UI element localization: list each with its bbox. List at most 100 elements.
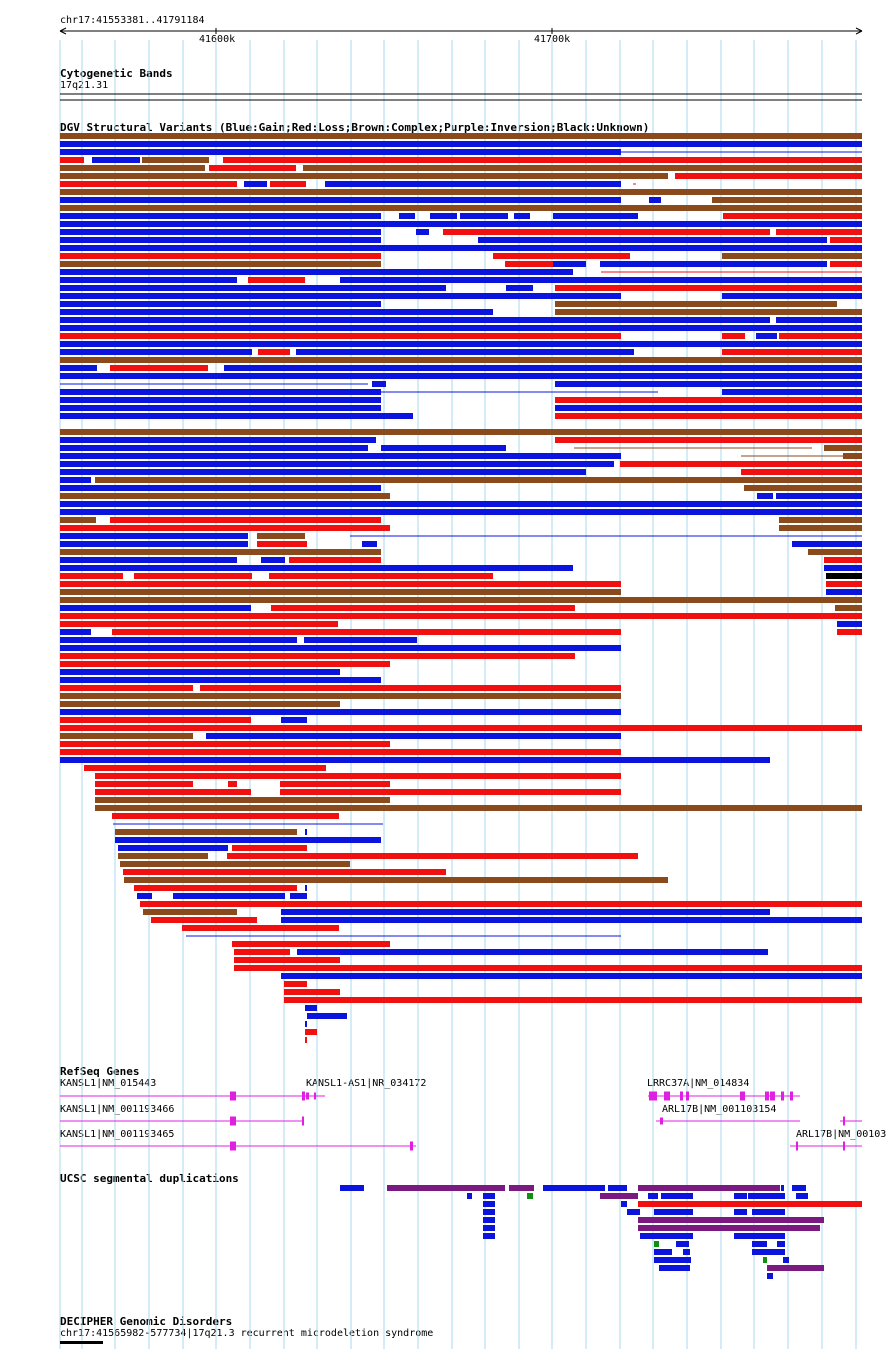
gene-exon[interactable] bbox=[302, 1116, 304, 1126]
dgv-variant-gain[interactable] bbox=[381, 445, 506, 451]
dgv-variant-loss[interactable] bbox=[200, 685, 621, 691]
gene-exon[interactable] bbox=[781, 1091, 784, 1101]
dgv-variant-gain[interactable] bbox=[60, 197, 621, 203]
gene-exon[interactable] bbox=[843, 1116, 845, 1126]
dgv-variant-gain[interactable] bbox=[92, 157, 140, 163]
dgv-variant-complex[interactable] bbox=[143, 909, 237, 915]
dgv-variant-complex[interactable] bbox=[60, 693, 621, 699]
dgv-variant-loss[interactable] bbox=[270, 181, 306, 187]
dgv-variant-gain[interactable] bbox=[60, 445, 368, 451]
dgv-variant-gain[interactable] bbox=[600, 261, 827, 267]
segdup-feature[interactable] bbox=[638, 1217, 824, 1223]
dgv-variant-gain[interactable] bbox=[173, 893, 285, 899]
dgv-variant-gain[interactable] bbox=[290, 893, 307, 899]
cytoband-track-title[interactable]: Cytogenetic Bands bbox=[60, 67, 173, 80]
dgv-variant-complex[interactable] bbox=[555, 309, 862, 315]
dgv-variant-loss[interactable] bbox=[60, 573, 123, 579]
dgv-variant-gain[interactable] bbox=[824, 565, 862, 571]
dgv-variant-gain[interactable] bbox=[60, 149, 621, 155]
segdup-feature[interactable] bbox=[467, 1193, 472, 1199]
dgv-variant-gain[interactable] bbox=[649, 197, 661, 203]
refseq-track-title[interactable]: RefSeq Genes bbox=[60, 1065, 140, 1078]
dgv-variant-loss[interactable] bbox=[123, 869, 446, 875]
dgv-variant-loss[interactable] bbox=[60, 613, 862, 619]
dgv-variant-gain[interactable] bbox=[60, 669, 340, 675]
dgv-variant-gain[interactable] bbox=[60, 237, 381, 243]
dgv-variant-gain[interactable] bbox=[60, 645, 621, 651]
segdup-feature[interactable] bbox=[600, 1193, 638, 1199]
dgv-variant-loss[interactable] bbox=[271, 605, 575, 611]
dgv-variant-gain[interactable] bbox=[372, 381, 386, 387]
dgv-variant-loss[interactable] bbox=[60, 525, 390, 531]
dgv-variant-complex[interactable] bbox=[722, 253, 862, 259]
dgv-variant-gain[interactable] bbox=[60, 277, 237, 283]
dgv-variant-loss[interactable] bbox=[84, 765, 326, 771]
dgv-variant-loss[interactable] bbox=[232, 845, 307, 851]
dgv-variant-gain[interactable] bbox=[60, 461, 614, 467]
dgv-variant-gain[interactable] bbox=[722, 389, 862, 395]
dgv-variant-loss[interactable] bbox=[60, 621, 338, 627]
dgv-variant-loss[interactable] bbox=[60, 181, 237, 187]
dgv-variant-gain[interactable] bbox=[224, 365, 862, 371]
dgv-variant-gain[interactable] bbox=[60, 557, 237, 563]
dgv-variant-gain[interactable] bbox=[281, 917, 862, 923]
segdup-feature[interactable] bbox=[638, 1185, 780, 1191]
dgv-variant-loss[interactable] bbox=[140, 901, 862, 907]
dgv-variant-gain[interactable] bbox=[137, 893, 152, 899]
dgv-variant-loss[interactable] bbox=[209, 165, 296, 171]
dgv-variant-loss[interactable] bbox=[110, 365, 208, 371]
gene-exon[interactable] bbox=[314, 1092, 316, 1100]
dgv-variant-gain[interactable] bbox=[115, 837, 381, 843]
segdup-feature[interactable] bbox=[748, 1193, 785, 1199]
dgv-variant-gain[interactable] bbox=[297, 949, 768, 955]
dgv-variant-complex[interactable] bbox=[303, 165, 862, 171]
dgv-variant-gain[interactable] bbox=[776, 317, 862, 323]
dgv-variant-loss[interactable] bbox=[234, 957, 340, 963]
dgv-variant-loss[interactable] bbox=[830, 261, 862, 267]
dgv-variant-complex[interactable] bbox=[118, 853, 208, 859]
dgv-variant-gain[interactable] bbox=[340, 277, 862, 283]
dgv-variant-complex[interactable] bbox=[779, 517, 862, 523]
dgv-variant-gain[interactable] bbox=[60, 501, 862, 507]
dgv-variant-gain[interactable] bbox=[60, 229, 381, 235]
dgv-variant-loss[interactable] bbox=[60, 725, 862, 731]
dgv-variant-loss[interactable] bbox=[837, 629, 862, 635]
dgv-variant-loss[interactable] bbox=[134, 573, 252, 579]
dgv-variant-gain[interactable] bbox=[430, 213, 457, 219]
dgv-variant-loss[interactable] bbox=[269, 573, 493, 579]
segdup-feature[interactable] bbox=[608, 1185, 627, 1191]
segdup-feature[interactable] bbox=[483, 1225, 495, 1231]
dgv-variant-gain[interactable] bbox=[416, 229, 429, 235]
dgv-variant-gain[interactable] bbox=[555, 381, 862, 387]
dgv-variant-complex[interactable] bbox=[60, 133, 862, 139]
segdup-feature[interactable] bbox=[621, 1201, 627, 1207]
dgv-variant-gain[interactable] bbox=[399, 213, 415, 219]
dgv-variant-complex[interactable] bbox=[142, 157, 209, 163]
dgv-variant-gain[interactable] bbox=[60, 405, 381, 411]
gene-label-arl17b-103154[interactable]: ARL17B|NM_001103154 bbox=[662, 1104, 777, 1115]
segdup-feature[interactable] bbox=[734, 1233, 785, 1239]
dgv-variant-gain[interactable] bbox=[296, 349, 634, 355]
dgv-variant-gain[interactable] bbox=[478, 237, 827, 243]
dgv-variant-gain[interactable] bbox=[60, 605, 251, 611]
dgv-variant-complex[interactable] bbox=[60, 701, 340, 707]
segdup-feature[interactable] bbox=[796, 1193, 808, 1199]
segdup-feature[interactable] bbox=[483, 1233, 495, 1239]
dgv-variant-loss[interactable] bbox=[60, 253, 381, 259]
segdup-feature[interactable] bbox=[483, 1201, 495, 1207]
dgv-variant-complex[interactable] bbox=[115, 829, 297, 835]
gene-exon[interactable] bbox=[660, 1117, 663, 1125]
dgv-variant-complex[interactable] bbox=[60, 429, 862, 435]
dgv-variant-gain[interactable] bbox=[60, 709, 621, 715]
segdup-feature[interactable] bbox=[483, 1193, 495, 1199]
dgv-variant-complex[interactable] bbox=[712, 197, 862, 203]
dgv-variant-loss[interactable] bbox=[228, 781, 237, 787]
dgv-variant-complex[interactable] bbox=[60, 597, 862, 603]
dgv-variant-loss[interactable] bbox=[234, 965, 862, 971]
dgv-variant-gain[interactable] bbox=[60, 245, 862, 251]
segdup-feature[interactable] bbox=[752, 1209, 785, 1215]
dgv-variant-loss[interactable] bbox=[555, 285, 862, 291]
dgv-variant-unknown[interactable] bbox=[826, 573, 862, 579]
gene-exon[interactable] bbox=[796, 1141, 798, 1151]
